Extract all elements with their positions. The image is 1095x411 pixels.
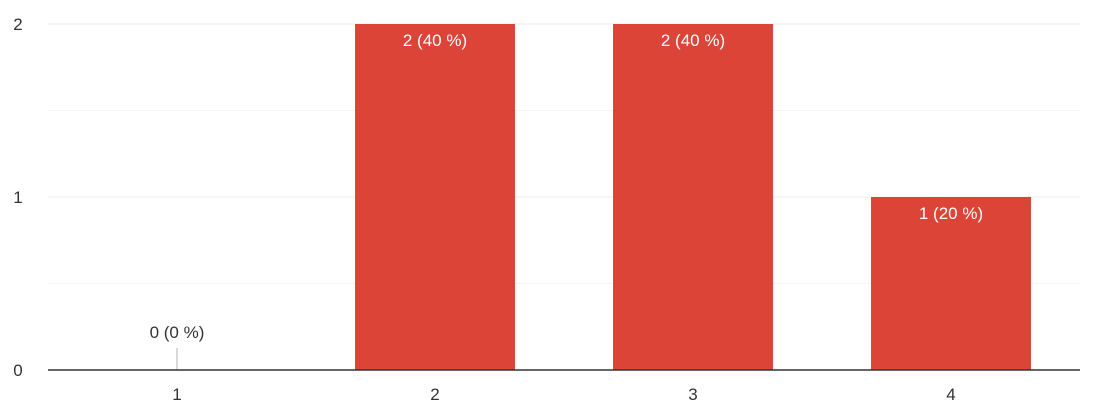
data-label: 1 (20 %) bbox=[919, 204, 983, 223]
x-tick-label: 3 bbox=[688, 385, 697, 404]
y-tick-label: 2 bbox=[13, 15, 22, 34]
x-tick-label: 1 bbox=[172, 385, 181, 404]
data-label: 0 (0 %) bbox=[150, 323, 205, 342]
data-labels: 0 (0 %) 2 (40 %) 2 (40 %) 1 (20 %) bbox=[150, 31, 984, 342]
bar bbox=[871, 197, 1031, 370]
x-tick-label: 2 bbox=[430, 385, 439, 404]
y-tick-label: 1 bbox=[13, 188, 22, 207]
axes: 0 1 2 1 2 3 4 bbox=[13, 15, 1080, 404]
x-tick-label: 4 bbox=[946, 385, 955, 404]
data-label: 2 (40 %) bbox=[403, 31, 467, 50]
bar bbox=[613, 24, 773, 370]
bars bbox=[176, 24, 1031, 370]
y-tick-label: 0 bbox=[13, 361, 22, 380]
data-label: 2 (40 %) bbox=[661, 31, 725, 50]
bar bbox=[355, 24, 515, 370]
